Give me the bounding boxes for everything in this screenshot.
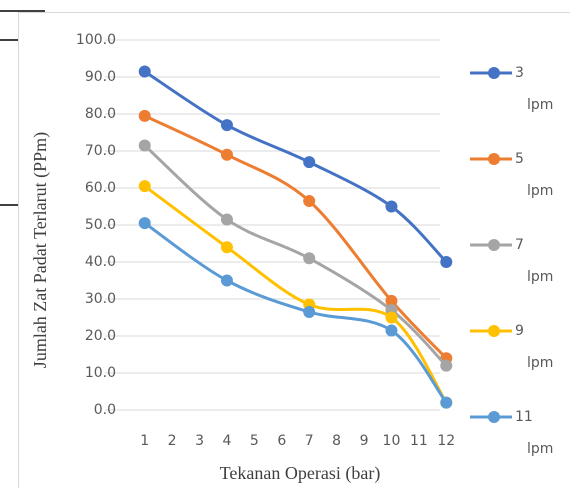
- point: [303, 156, 316, 169]
- point: [138, 217, 151, 230]
- series-line: [144, 114, 448, 360]
- point: [385, 200, 398, 213]
- x-tick-label: 10: [383, 433, 401, 449]
- point: [220, 274, 233, 287]
- point: [440, 359, 453, 372]
- x-tick-label: 1: [140, 433, 149, 449]
- series-line: [143, 184, 448, 404]
- y-tick-label: 100.0: [76, 32, 116, 48]
- legend-label: 11 lpm: [515, 409, 553, 457]
- point: [220, 213, 233, 226]
- y-tick-label: 60.0: [85, 180, 116, 196]
- legend-label: 3lpm: [515, 65, 553, 113]
- point: [138, 65, 151, 78]
- point: [440, 256, 453, 268]
- series-line: [143, 70, 448, 264]
- x-tick-label: 12: [437, 433, 455, 449]
- y-tick-label: 90.0: [85, 69, 116, 85]
- chart-frame: [18, 12, 570, 488]
- y-tick-label: 80.0: [85, 106, 116, 122]
- legend-label: 5lpm: [515, 151, 553, 199]
- point: [303, 252, 316, 265]
- x-tick-label: 2: [168, 433, 177, 449]
- y-axis-title: Jumlah Zat Padat Terlarut (PPm): [30, 132, 51, 368]
- x-tick-label: 6: [277, 433, 286, 449]
- y-tick-label: 40.0: [85, 254, 116, 270]
- point: [385, 311, 398, 324]
- legend-label: 9lpm: [515, 323, 553, 371]
- point: [440, 396, 453, 409]
- point: [303, 305, 316, 318]
- point: [385, 294, 398, 307]
- y-tick-label: 0.0: [94, 402, 116, 418]
- point: [138, 180, 151, 193]
- legend-marker: [488, 153, 500, 165]
- y-tick-label: 10.0: [85, 365, 116, 381]
- y-tick-label: 30.0: [85, 291, 116, 307]
- point: [220, 241, 233, 254]
- y-tick-label: 50.0: [85, 217, 116, 233]
- x-tick-label: 7: [305, 433, 314, 449]
- legend-marker: [488, 325, 500, 337]
- point: [220, 119, 233, 132]
- x-tick-label: 8: [332, 433, 341, 449]
- legend-label: 7lpm: [515, 237, 553, 285]
- point: [303, 194, 316, 207]
- point: [220, 148, 233, 161]
- point: [385, 324, 398, 337]
- y-tick-label: 20.0: [85, 328, 116, 344]
- legend-marker: [488, 67, 500, 79]
- point: [138, 139, 151, 152]
- legend-marker: [488, 239, 500, 251]
- point: [138, 109, 151, 122]
- x-tick-label: 4: [222, 433, 231, 449]
- x-tick-label: 9: [360, 433, 369, 449]
- x-tick-label: 5: [250, 433, 259, 449]
- y-tick-label: 70.0: [85, 143, 116, 159]
- legend-marker: [488, 411, 500, 423]
- x-axis-title: Tekanan Operasi (bar): [220, 463, 381, 484]
- x-tick-label: 3: [195, 433, 204, 449]
- x-tick-label: 11: [410, 433, 428, 449]
